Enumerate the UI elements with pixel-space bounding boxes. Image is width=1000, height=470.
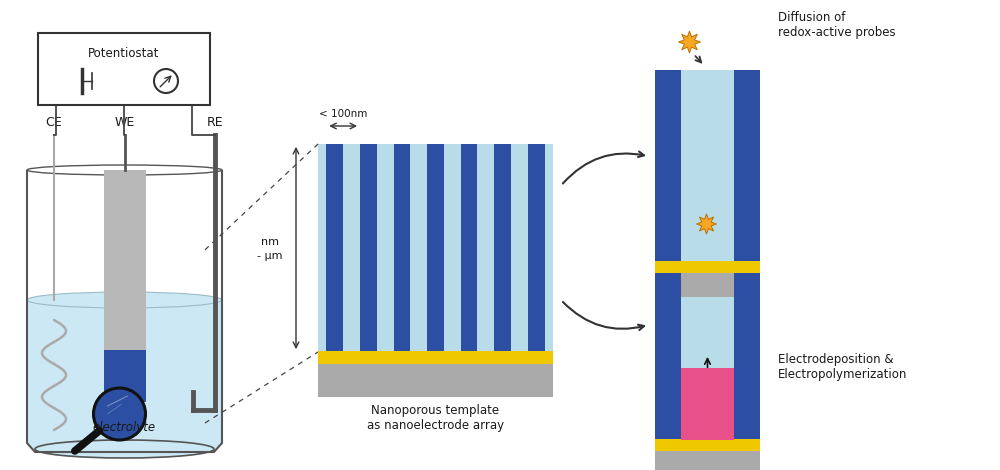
Bar — [655, 261, 760, 273]
Text: CE: CE — [46, 116, 62, 129]
Bar — [655, 273, 760, 297]
Bar — [734, 70, 760, 262]
Ellipse shape — [27, 292, 222, 308]
Bar — [494, 144, 511, 352]
Bar — [528, 144, 545, 352]
Bar — [38, 33, 210, 105]
Bar — [318, 364, 553, 397]
Circle shape — [94, 388, 146, 440]
Bar — [655, 248, 760, 440]
Text: - µm: - µm — [257, 251, 283, 261]
Text: Nanoporous template
as nanoelectrode array: Nanoporous template as nanoelectrode arr… — [367, 404, 504, 432]
Bar — [318, 144, 553, 352]
Bar — [318, 351, 553, 364]
Text: electrolyte: electrolyte — [93, 421, 156, 433]
Bar — [655, 451, 760, 470]
Text: nm: nm — [261, 237, 279, 247]
Bar — [394, 144, 410, 352]
Bar — [326, 144, 343, 352]
Text: Diffusion of
redox-active probes: Diffusion of redox-active probes — [778, 11, 896, 39]
Bar — [655, 70, 760, 262]
Text: Electrodeposition &
Electropolymerization: Electrodeposition & Electropolymerizatio… — [778, 353, 907, 381]
Polygon shape — [27, 300, 222, 452]
Bar — [461, 144, 477, 352]
Bar — [681, 368, 734, 440]
Ellipse shape — [35, 440, 214, 458]
Bar — [104, 350, 146, 402]
Bar — [360, 144, 377, 352]
Text: RE: RE — [207, 116, 223, 129]
Bar — [104, 170, 146, 350]
Polygon shape — [697, 214, 716, 234]
Text: WE: WE — [114, 116, 135, 129]
Bar — [734, 248, 760, 440]
Bar — [655, 248, 681, 440]
Bar — [655, 439, 760, 451]
Bar — [655, 70, 681, 262]
Bar — [427, 144, 444, 352]
Text: Potentiostat: Potentiostat — [88, 47, 160, 60]
Text: < 100nm: < 100nm — [319, 109, 367, 119]
Polygon shape — [678, 31, 701, 53]
